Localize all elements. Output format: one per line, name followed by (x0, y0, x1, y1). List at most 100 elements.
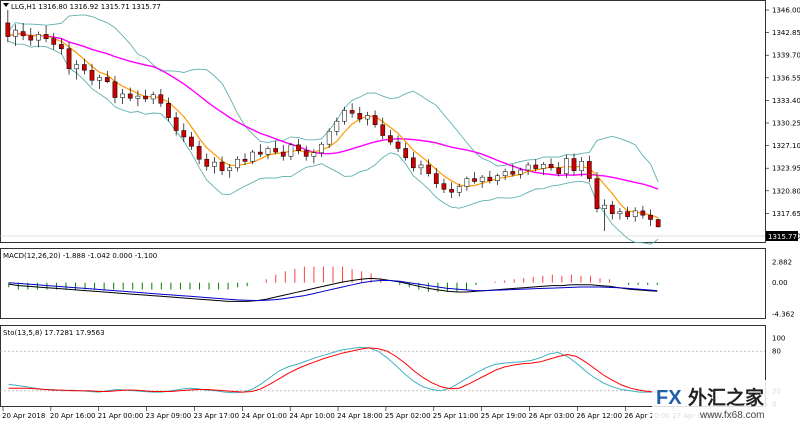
bull-candle (235, 158, 240, 169)
bull-candle (456, 186, 462, 193)
bear-candle (571, 158, 577, 171)
bull-candle (564, 158, 569, 174)
bear-candle (441, 183, 447, 190)
bull-candle (319, 143, 324, 154)
bear-candle (189, 136, 194, 147)
macd-axis: 2.882 0.00 -4.362 (772, 259, 795, 319)
price-title: LLG,H1 1316.80 1316.92 1315.71 1315.77 (11, 3, 161, 11)
upper-band-line (7, 14, 659, 183)
bear-candle (66, 48, 72, 70)
bear-candle (143, 95, 148, 100)
price-tick-label: 1320.80 (772, 187, 800, 195)
bear-candle (257, 151, 263, 155)
price-axis: 1346.00 1342.85 1339.70 1336.55 1333.40 1330.… (765, 7, 800, 241)
bear-candle (556, 167, 562, 174)
bear-candle (89, 70, 95, 81)
bear-candle (357, 113, 363, 120)
bear-candle (548, 164, 554, 169)
bull-candle (342, 110, 347, 122)
time-tick-label: 23 Apr 17:00 (193, 412, 239, 420)
bear-candle (472, 178, 477, 182)
bear-candle (204, 158, 210, 167)
bear-candle (242, 158, 248, 162)
price-tick-label: 1346.00 (772, 7, 800, 15)
watermark-url: www.fx68.com (699, 410, 764, 421)
time-tick-label: 25 Apr 02:00 (385, 412, 431, 420)
bear-candle (403, 148, 409, 159)
price-tick-label: 1336.55 (772, 74, 800, 82)
bull-candle (120, 93, 125, 98)
macd-tick-label: 0.00 (772, 279, 788, 287)
bull-candle (617, 211, 623, 215)
bear-candle (5, 22, 11, 37)
sto-title: Sto(13,5,8) 17.7281 17.9563 (3, 329, 105, 337)
bear-candle (655, 219, 661, 228)
bear-candle (104, 77, 110, 82)
bear-candle (219, 161, 225, 171)
bear-candle (395, 141, 401, 149)
bull-candle (464, 178, 470, 187)
watermark-logo: FX 外汇之家 www.fx68.com (652, 380, 800, 423)
bull-candle (418, 164, 424, 169)
time-tick-label: 24 Apr 10:00 (289, 412, 335, 420)
bear-candle (280, 151, 286, 157)
stochastic-series (0, 346, 765, 394)
bull-candle (326, 131, 332, 145)
macd-tick-label: 2.882 (772, 259, 792, 267)
bull-candle (265, 148, 271, 155)
lower-band-line (7, 40, 659, 245)
bollinger-bands (7, 14, 659, 245)
macd-signal-line (8, 280, 658, 302)
bull-candle (479, 176, 485, 182)
sto-panel (0, 325, 766, 407)
time-tick-label: 20 Apr 16:00 (50, 412, 96, 420)
bull-candle (13, 29, 18, 37)
sto-k-line (8, 346, 658, 394)
sto-tick-label: 80 (772, 348, 781, 356)
bear-candle (181, 130, 187, 138)
bull-candle (495, 175, 500, 182)
bear-candle (640, 210, 646, 216)
bear-candle (296, 144, 301, 151)
candlesticks (5, 10, 661, 231)
bear-candle (28, 35, 34, 41)
time-axis: 20 Apr 2018 20 Apr 16:00 21 Apr 00:00 23 Ap… (2, 407, 718, 420)
time-tick-label: 26 Apr 12:00 (576, 412, 622, 420)
bear-candle (648, 214, 653, 220)
bear-candle (510, 171, 516, 175)
bull-candle (250, 151, 256, 162)
current-price-tag (766, 231, 798, 241)
dropdown-triangle-icon (3, 3, 9, 7)
bull-candle (288, 144, 294, 157)
bear-candle (388, 135, 393, 143)
bull-candle (227, 167, 233, 171)
bull-candle (97, 77, 102, 81)
price-tick-label: 1339.70 (772, 52, 800, 60)
time-tick-label: 21 Apr 00:00 (98, 412, 144, 420)
bear-candle (20, 31, 26, 37)
macd-series (8, 266, 658, 302)
price-tick-label: 1330.25 (772, 120, 800, 128)
time-tick-label: 26 Apr 03:00 (529, 412, 575, 420)
price-title-group: LLG,H1 1316.80 1316.92 1315.71 1315.77 (3, 3, 161, 11)
bull-candle (365, 115, 370, 120)
price-tick-label: 1333.40 (772, 97, 800, 105)
bear-candle (196, 146, 202, 160)
bear-candle (303, 150, 309, 157)
macd-main-line (8, 277, 658, 302)
bull-candle (74, 64, 80, 70)
current-price-label: 1315.77 (768, 233, 797, 241)
watermark-brand-cn: 外汇之家 (688, 386, 765, 409)
bear-candle (533, 164, 539, 169)
price-panel (0, 0, 766, 243)
time-tick-label: 24 Apr 18:00 (337, 412, 383, 420)
bear-candle (112, 81, 118, 98)
bear-candle (433, 173, 439, 184)
bull-candle (334, 120, 340, 132)
macd-title: MACD(12,26,20) -1.888 -1.042 0.000 -1.10… (3, 252, 157, 260)
time-tick-label: 24 Apr 01:00 (241, 412, 287, 420)
bear-candle (273, 148, 278, 153)
time-tick-label: 26 Apr 20:00 (624, 412, 670, 420)
bull-candle (525, 164, 531, 171)
